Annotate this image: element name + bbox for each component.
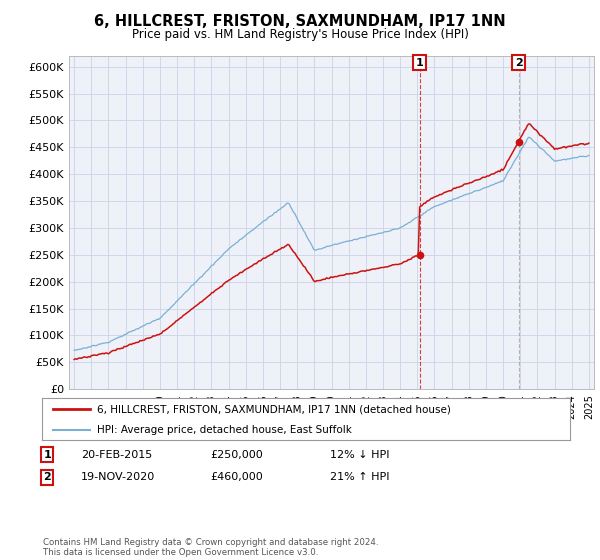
Text: 21% ↑ HPI: 21% ↑ HPI (330, 472, 389, 482)
Text: 19-NOV-2020: 19-NOV-2020 (81, 472, 155, 482)
Text: 20-FEB-2015: 20-FEB-2015 (81, 450, 152, 460)
Text: 12% ↓ HPI: 12% ↓ HPI (330, 450, 389, 460)
Text: Contains HM Land Registry data © Crown copyright and database right 2024.
This d: Contains HM Land Registry data © Crown c… (43, 538, 379, 557)
Text: 6, HILLCREST, FRISTON, SAXMUNDHAM, IP17 1NN: 6, HILLCREST, FRISTON, SAXMUNDHAM, IP17 … (94, 14, 506, 29)
Text: 2: 2 (43, 472, 51, 482)
Text: 1: 1 (416, 58, 424, 68)
Text: 6, HILLCREST, FRISTON, SAXMUNDHAM, IP17 1NN (detached house): 6, HILLCREST, FRISTON, SAXMUNDHAM, IP17 … (97, 404, 451, 414)
Text: Price paid vs. HM Land Registry's House Price Index (HPI): Price paid vs. HM Land Registry's House … (131, 28, 469, 41)
Text: £250,000: £250,000 (210, 450, 263, 460)
Text: 2: 2 (515, 58, 523, 68)
Text: HPI: Average price, detached house, East Suffolk: HPI: Average price, detached house, East… (97, 426, 352, 435)
Text: £460,000: £460,000 (210, 472, 263, 482)
Text: 1: 1 (43, 450, 51, 460)
